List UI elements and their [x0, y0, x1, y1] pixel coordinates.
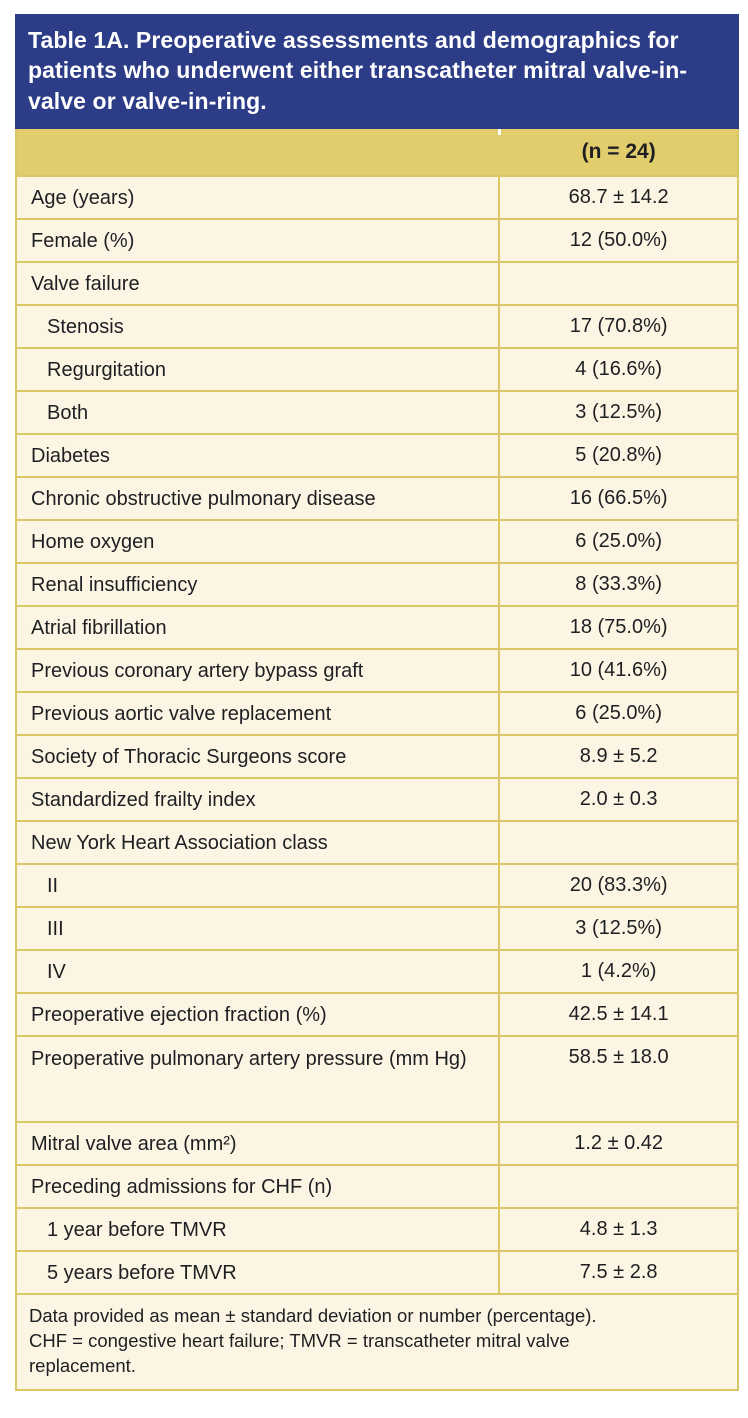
row-value: 6 (25.0%) [498, 521, 737, 563]
row-label: Home oxygen [31, 530, 155, 553]
row-label: Diabetes [31, 444, 110, 467]
row-value: 7.5 ± 2.8 [498, 1252, 737, 1294]
row-label: Age (years) [31, 186, 135, 209]
row-label: Standardized frailty index [31, 788, 256, 811]
row-label: New York Heart Association class [31, 831, 328, 854]
row-label: Valve failure [31, 272, 140, 295]
row-value: 18 (75.0%) [498, 607, 737, 649]
table-row-5yr-before-tmvr: 5 years before TMVR 7.5 ± 2.8 [17, 1250, 737, 1294]
row-value: 12 (50.0%) [498, 220, 737, 262]
row-label: Mitral valve area (mm²) [31, 1132, 237, 1155]
row-label: IV [47, 960, 66, 983]
table-row-female: Female (%) 12 (50.0%) [17, 218, 737, 262]
table-row-nyha-ii: II 20 (83.3%) [17, 863, 737, 907]
row-label: Both [47, 401, 89, 424]
row-label: II [47, 874, 59, 897]
row-value: 3 (12.5%) [498, 392, 737, 434]
table-body: (n = 24) Age (years) 68.7 ± 14.2 Female … [15, 129, 739, 1392]
row-label: Society of Thoracic Surgeons score [31, 745, 347, 768]
row-value: 8.9 ± 5.2 [498, 736, 737, 778]
row-value: 17 (70.8%) [498, 306, 737, 348]
table-row-atrial-fibrillation: Atrial fibrillation 18 (75.0%) [17, 605, 737, 649]
row-value: 10 (41.6%) [498, 650, 737, 692]
header-label-spacer [17, 129, 498, 175]
row-value: 42.5 ± 14.1 [498, 994, 737, 1036]
row-value [498, 1166, 737, 1208]
row-label: Stenosis [47, 315, 124, 338]
table-row-nyha-iv: IV 1 (4.2%) [17, 949, 737, 993]
row-value: 5 (20.8%) [498, 435, 737, 477]
row-label: Female (%) [31, 229, 135, 252]
row-label: 5 years before TMVR [47, 1261, 237, 1284]
table-row-nyha-iii: III 3 (12.5%) [17, 906, 737, 950]
row-label: III [47, 917, 64, 940]
table-row-nyha-group: New York Heart Association class [17, 820, 737, 864]
table-row-both: Both 3 (12.5%) [17, 390, 737, 434]
table-row-valve-failure-group: Valve failure [17, 261, 737, 305]
table-row-copd: Chronic obstructive pulmonary disease 16… [17, 476, 737, 520]
row-value: 4.8 ± 1.3 [498, 1209, 737, 1251]
table-row-pa-pressure: Preoperative pulmonary artery pressure (… [17, 1035, 737, 1122]
footnote-line: replacement. [29, 1354, 136, 1376]
row-value [498, 263, 737, 305]
row-value: 68.7 ± 14.2 [498, 177, 737, 219]
footnote-line: Data provided as mean ± standard deviati… [29, 1305, 597, 1327]
table-row-regurgitation: Regurgitation 4 (16.6%) [17, 347, 737, 391]
row-value: 8 (33.3%) [498, 564, 737, 606]
header-n-count: (n = 24) [581, 140, 656, 164]
row-label: Regurgitation [47, 358, 166, 381]
table-title: Table 1A. Preoperative assessments and d… [15, 14, 739, 130]
row-label: Preoperative ejection fraction (%) [31, 1003, 327, 1026]
table-row-1yr-before-tmvr: 1 year before TMVR 4.8 ± 1.3 [17, 1207, 737, 1251]
row-label: Renal insufficiency [31, 573, 198, 596]
row-value: 58.5 ± 18.0 [498, 1037, 737, 1122]
row-value [498, 822, 737, 864]
table-row-previous-cabg: Previous coronary artery bypass graft 10… [17, 648, 737, 692]
table-row-sts-score: Society of Thoracic Surgeons score 8.9 ±… [17, 734, 737, 778]
table-row-home-oxygen: Home oxygen 6 (25.0%) [17, 519, 737, 563]
footnote-line: CHF = congestive heart failure; TMVR = t… [29, 1329, 570, 1351]
row-value: 1 (4.2%) [498, 951, 737, 993]
table-row-chf-admissions-group: Preceding admissions for CHF (n) [17, 1164, 737, 1208]
table-row-ejection-fraction: Preoperative ejection fraction (%) 42.5 … [17, 992, 737, 1036]
row-value: 4 (16.6%) [498, 349, 737, 391]
row-label: 1 year before TMVR [47, 1218, 227, 1241]
table-row-renal-insufficiency: Renal insufficiency 8 (33.3%) [17, 562, 737, 606]
table-row-previous-avr: Previous aortic valve replacement 6 (25.… [17, 691, 737, 735]
row-value: 6 (25.0%) [498, 693, 737, 735]
row-value: 1.2 ± 0.42 [498, 1123, 737, 1165]
table-row-diabetes: Diabetes 5 (20.8%) [17, 433, 737, 477]
table-row-age: Age (years) 68.7 ± 14.2 [17, 175, 737, 219]
row-label: Atrial fibrillation [31, 616, 167, 639]
clinical-table-1a: Table 1A. Preoperative assessments and d… [15, 14, 739, 1392]
row-label: Chronic obstructive pulmonary disease [31, 487, 376, 510]
row-value: 20 (83.3%) [498, 865, 737, 907]
table-row-frailty-index: Standardized frailty index 2.0 ± 0.3 [17, 777, 737, 821]
table-row-mitral-valve-area: Mitral valve area (mm²) 1.2 ± 0.42 [17, 1121, 737, 1165]
row-value: 16 (66.5%) [498, 478, 737, 520]
row-label: Preoperative pulmonary artery pressure (… [31, 1048, 467, 1071]
table-footnote: Data provided as mean ± standard deviati… [17, 1293, 737, 1390]
row-label: Preceding admissions for CHF (n) [31, 1175, 333, 1198]
row-value: 3 (12.5%) [498, 908, 737, 950]
row-value: 2.0 ± 0.3 [498, 779, 737, 821]
table-header-row: (n = 24) [17, 129, 737, 176]
row-label: Previous aortic valve replacement [31, 702, 332, 725]
table-row-stenosis: Stenosis 17 (70.8%) [17, 304, 737, 348]
row-label: Previous coronary artery bypass graft [31, 659, 364, 682]
